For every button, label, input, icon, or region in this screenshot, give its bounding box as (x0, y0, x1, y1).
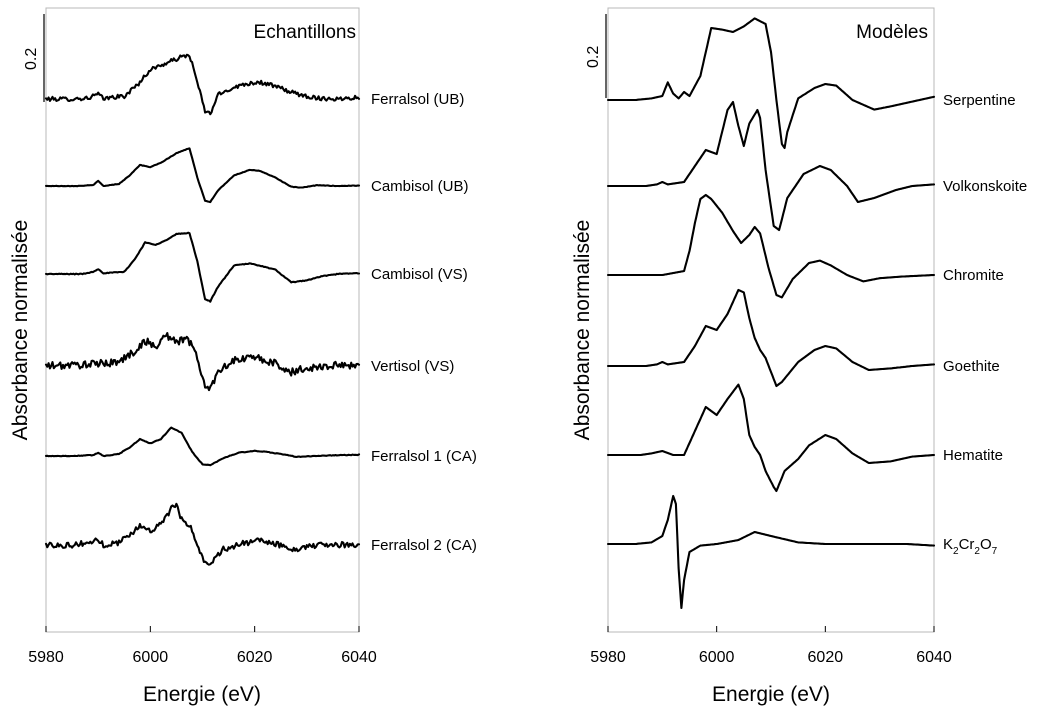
series-line-cambisol-ub- (44, 147, 361, 204)
series-label-k2cr2o7: K2Cr2O7 (943, 536, 998, 557)
series-line-hematite (606, 383, 936, 493)
x-tick-label-6020: 6020 (237, 649, 273, 666)
series-label-serpentine: Serpentine (943, 92, 1016, 109)
x-tick-label-6040: 6040 (916, 649, 952, 666)
x-axis-title-right: Energie (eV) (712, 683, 830, 706)
series-line-k2cr2o7 (606, 494, 936, 610)
series-line-ferralsol-2-ca- (44, 502, 361, 566)
series-label-goethite: Goethite (943, 358, 1000, 375)
series-line-serpentine (606, 17, 936, 150)
panel-title-left: Echantillons (254, 22, 356, 43)
plot-frame-left (45, 7, 360, 633)
series-label-ferralsol-2-ca-: Ferralsol 2 (CA) (371, 537, 477, 554)
series-label-vertisol-vs-: Vertisol (VS) (371, 358, 454, 375)
series-label-ferralsol-ub-: Ferralsol (UB) (371, 91, 464, 108)
curves-right (606, 17, 936, 610)
series-labels-left: Ferralsol (UB) Cambisol (UB) Cambisol (VS)… (371, 91, 477, 554)
scale-bar-label-left: 0.2 (23, 48, 40, 70)
series-line-goethite (606, 288, 936, 388)
series-label-ferralsol-1-ca-: Ferralsol 1 (CA) (371, 448, 477, 465)
plot-frame-right (607, 7, 935, 633)
y-axis-title-right: Absorbance normalisée (571, 220, 594, 441)
x-ticks-left: 5980 6000 6020 6040 (28, 626, 377, 666)
y-axis-title-left: Absorbance normalisée (9, 220, 32, 441)
series-label-volkonskoite: Volkonskoite (943, 178, 1027, 195)
series-label-hematite: Hematite (943, 447, 1003, 464)
series-line-vertisol-vs- (44, 332, 361, 392)
series-line-chromite (606, 193, 936, 299)
x-tick-label-6000: 6000 (699, 649, 735, 666)
panel-echantillons: 0.2 Echantillons Absorbance normalisée E… (9, 7, 477, 706)
series-line-ferralsol-1-ca- (44, 426, 361, 467)
x-tick-label-6000: 6000 (133, 649, 169, 666)
x-tick-label-6040: 6040 (341, 649, 377, 666)
curves-left (44, 53, 361, 566)
panel-modeles: 0.2 Modèles Absorbance normalisée Energi… (571, 7, 1027, 706)
series-line-cambisol-vs- (44, 231, 361, 303)
x-axis-title-left: Energie (eV) (143, 683, 261, 706)
x-tick-label-5980: 5980 (590, 649, 626, 666)
series-label-chromite: Chromite (943, 267, 1004, 284)
series-line-volkonskoite (606, 100, 936, 232)
series-label-cambisol-ub-: Cambisol (UB) (371, 178, 469, 195)
series-line-ferralsol-ub- (44, 53, 361, 116)
x-tick-label-6020: 6020 (808, 649, 844, 666)
panel-title-right: Modèles (856, 22, 928, 43)
series-label-cambisol-vs-: Cambisol (VS) (371, 266, 468, 283)
series-labels-right: Serpentine Volkonskoite Chromite Goethite He… (943, 92, 1027, 557)
x-tick-label-5980: 5980 (28, 649, 64, 666)
x-ticks-right: 5980 6000 6020 6040 (590, 626, 952, 666)
scale-bar-label-right: 0.2 (585, 46, 602, 68)
